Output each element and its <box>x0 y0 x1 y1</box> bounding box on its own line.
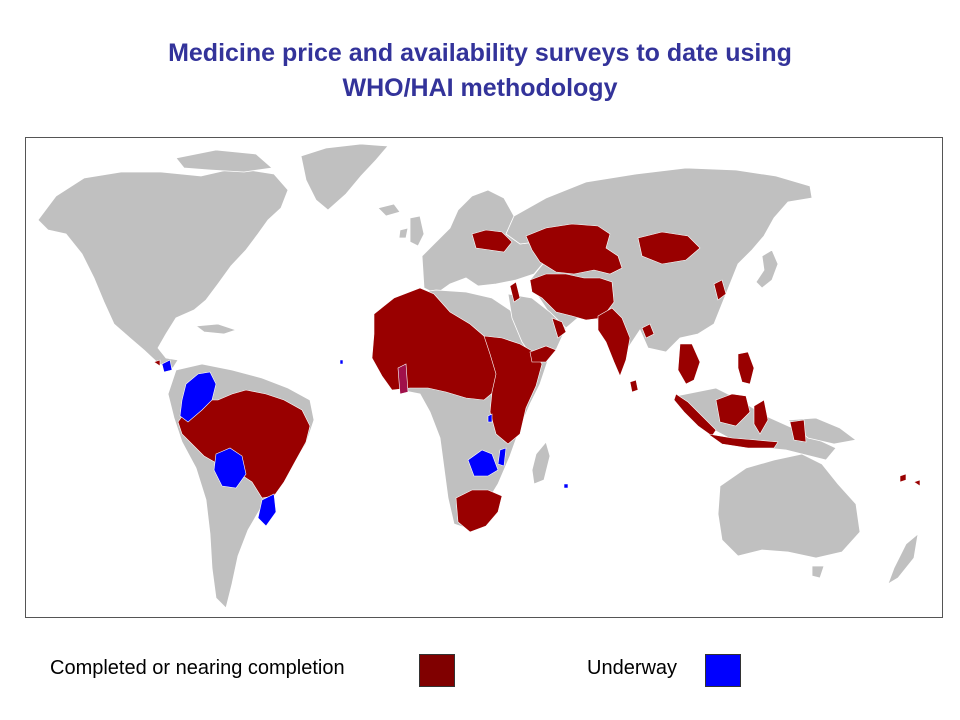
uruguay <box>257 493 277 527</box>
china-region <box>713 279 727 301</box>
british-isles <box>398 215 425 247</box>
yemen <box>529 345 557 363</box>
philippines <box>737 351 755 385</box>
central-america-dot <box>153 359 161 367</box>
cape-verde <box>339 359 344 365</box>
new-zealand <box>887 533 919 585</box>
bolivia <box>213 447 247 489</box>
oman <box>551 317 567 339</box>
sri-lanka <box>629 379 639 393</box>
ukraine <box>471 229 513 253</box>
levant <box>509 281 521 303</box>
colombia <box>179 371 217 423</box>
map-title: Medicine price and availability surveys … <box>0 36 960 106</box>
kazakhstan-central-asia <box>525 223 623 275</box>
world-map-svg <box>37 143 921 609</box>
completed-countries <box>153 223 921 533</box>
sulawesi <box>753 399 769 435</box>
uganda <box>487 413 493 423</box>
mauritius <box>563 483 569 489</box>
caribbean-islands <box>194 323 238 335</box>
borneo <box>715 393 751 427</box>
legend-completed-swatch <box>419 654 455 687</box>
new-guinea <box>787 417 857 445</box>
legend-underway-label: Underway <box>587 657 678 679</box>
underway-countries <box>161 359 569 527</box>
world-map <box>25 137 943 618</box>
madagascar <box>531 441 551 485</box>
south-africa <box>455 489 503 533</box>
north-america <box>37 167 289 369</box>
peru-brazil <box>177 389 311 499</box>
zambia-zimbabwe <box>467 449 499 477</box>
legend-underway-swatch <box>705 654 741 687</box>
mongolia <box>637 231 701 265</box>
pacific-islands <box>899 473 921 487</box>
java-sunda <box>707 433 779 449</box>
title-line-2: WHO/HAI methodology <box>342 74 618 102</box>
bangladesh <box>641 323 655 339</box>
arctic-islands <box>175 149 273 173</box>
region-east-africa <box>483 335 543 445</box>
iceland <box>377 203 401 217</box>
legend-completed-label: Completed or nearing completion <box>50 657 345 679</box>
india <box>597 307 631 377</box>
tasmania <box>811 565 825 579</box>
japan <box>755 249 779 289</box>
ghana <box>397 363 409 395</box>
malawi <box>497 447 507 467</box>
panama <box>161 359 173 373</box>
greenland <box>300 143 389 211</box>
southeast-asia <box>677 343 701 385</box>
papua <box>789 419 807 443</box>
australia <box>717 453 861 559</box>
title-line-1: Medicine price and availability surveys … <box>168 39 792 67</box>
